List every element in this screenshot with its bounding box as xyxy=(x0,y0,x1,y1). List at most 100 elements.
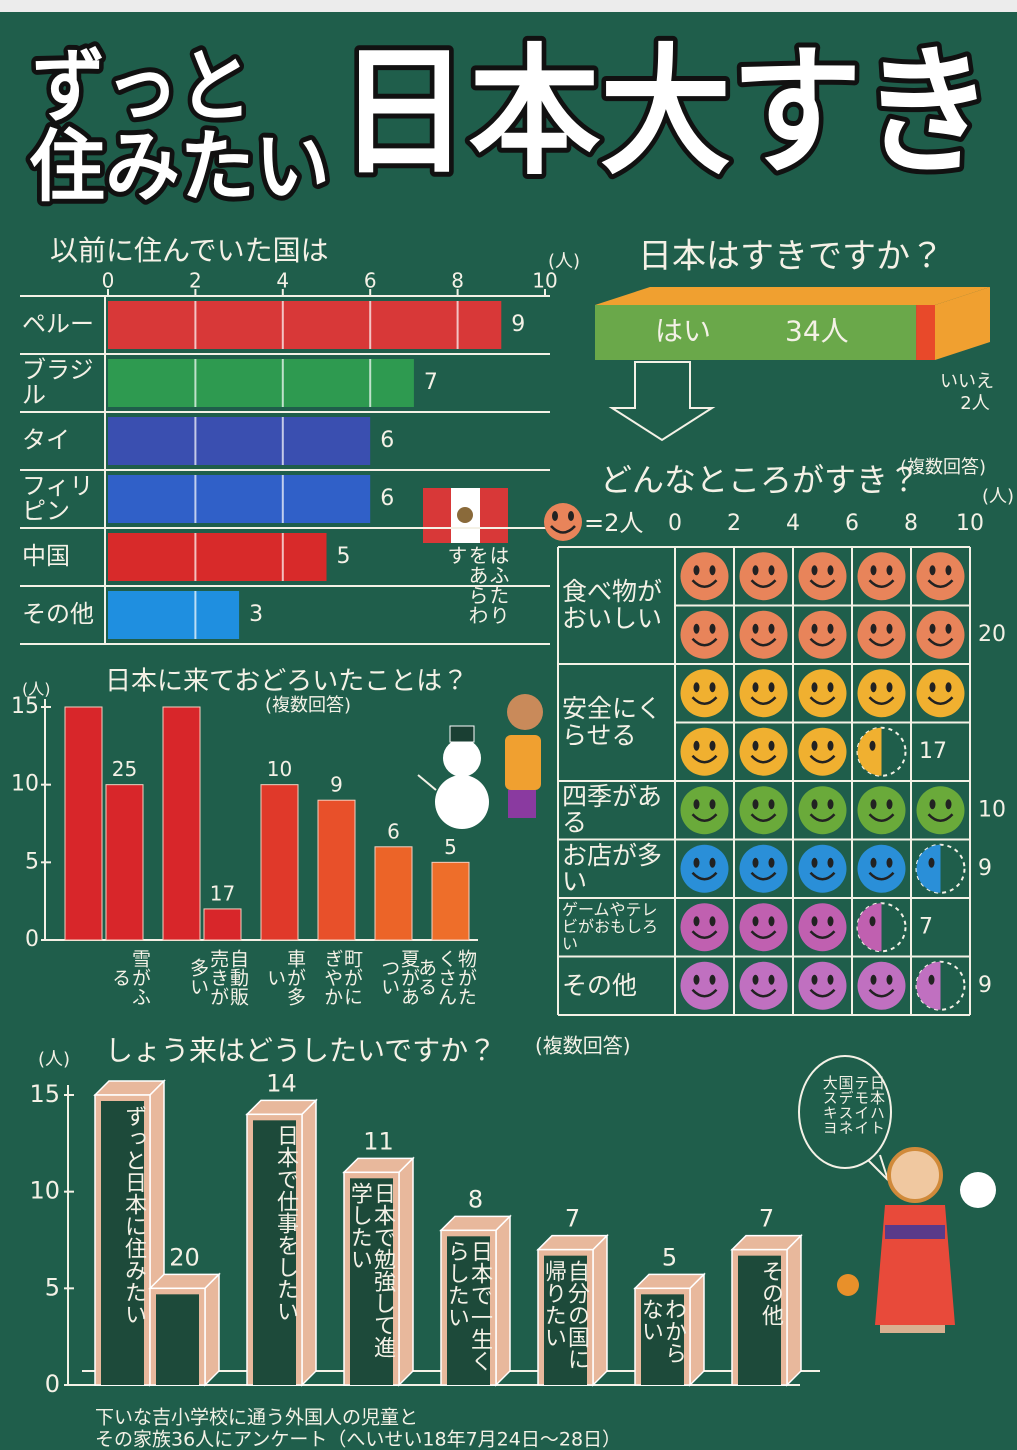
face-eye xyxy=(709,740,716,751)
arrow xyxy=(608,361,716,442)
face-eye xyxy=(693,974,700,985)
category-label: 車が多い xyxy=(264,948,306,1006)
value-label: 14 xyxy=(266,1069,297,1097)
face xyxy=(798,610,847,659)
face-smile xyxy=(691,813,718,822)
face-eye xyxy=(886,565,893,576)
girl-head xyxy=(887,1147,943,1203)
chart-title: 日本はすきですか？ xyxy=(638,237,944,277)
face xyxy=(680,844,729,893)
x-tick-label: 0 xyxy=(668,511,682,536)
face-smile xyxy=(927,637,954,647)
chart-subtitle: (複数回答) xyxy=(265,695,351,716)
face-smile xyxy=(809,813,836,822)
girl-head xyxy=(507,694,543,730)
face-smile xyxy=(809,988,836,998)
bar-inner xyxy=(350,1178,393,1385)
face xyxy=(857,669,906,718)
bar-inner xyxy=(253,1120,296,1385)
x-tick-label: 2 xyxy=(189,269,202,293)
x-tick-label: 0 xyxy=(102,269,115,293)
flag-emblem xyxy=(457,507,473,523)
face-eye xyxy=(827,565,834,576)
value-label: 17 xyxy=(210,881,235,905)
bar xyxy=(431,861,470,941)
face-eye xyxy=(929,565,936,576)
category-label: ブラジル xyxy=(22,355,94,409)
face-smile xyxy=(809,696,836,705)
legend-icon xyxy=(544,503,582,541)
face-eye xyxy=(752,799,759,810)
face-eye xyxy=(693,623,700,634)
category-label: その他 xyxy=(758,1259,783,1326)
category-label: 日本で一生くらしたい xyxy=(443,1240,492,1373)
category-label: 物がたくさんある xyxy=(415,948,477,1006)
category-label: 日本で仕事をしたい xyxy=(273,1124,298,1323)
face xyxy=(739,786,788,835)
face xyxy=(680,727,729,776)
face-eye xyxy=(752,682,759,693)
bar-side xyxy=(495,1214,511,1387)
face xyxy=(680,610,729,659)
snowman-hat xyxy=(449,725,475,743)
kimono xyxy=(875,1205,955,1325)
y-tick-label: 10 xyxy=(11,772,39,797)
face-eye xyxy=(870,799,877,810)
face-eye xyxy=(768,565,775,576)
category-label: 町がにぎやか xyxy=(321,948,363,1006)
face-eye xyxy=(768,799,775,810)
face-smile xyxy=(868,988,895,998)
flag-red xyxy=(423,488,451,543)
face-eye xyxy=(693,740,700,751)
value-label: 5 xyxy=(444,835,457,859)
bar xyxy=(108,359,414,407)
legend-label: =2人 xyxy=(584,509,643,537)
value-label: 7 xyxy=(424,370,438,395)
face-group xyxy=(680,902,907,953)
bar-side xyxy=(398,1156,414,1387)
face xyxy=(680,961,729,1010)
face xyxy=(798,844,847,893)
category-label: タイ xyxy=(22,426,70,455)
speech-text: 日本ハトテモイイ国デスネ大スキヨ xyxy=(820,1075,886,1135)
unit-label: (人) xyxy=(548,251,580,272)
x-tick-label: 4 xyxy=(786,511,800,536)
value-label: 20 xyxy=(169,1243,200,1271)
face-eye xyxy=(768,682,775,693)
face-eye xyxy=(827,623,834,634)
face xyxy=(798,727,847,776)
value-label: 9 xyxy=(978,973,992,998)
value-label: 5 xyxy=(662,1243,677,1271)
face-eye xyxy=(752,857,759,868)
face-eye xyxy=(945,682,952,693)
flag-icon xyxy=(423,488,508,543)
face-smile xyxy=(691,637,718,647)
value-label: 3 xyxy=(249,602,263,627)
kimono-girl xyxy=(837,1147,996,1333)
face-eye xyxy=(811,623,818,634)
face-eye xyxy=(870,857,877,868)
poster-art: ずっと 住みたい 日本大すき 下いな吉小学校に通う外国人の児童と その家族36人… xyxy=(11,27,1014,1450)
snowman-arm xyxy=(417,774,437,791)
geta xyxy=(880,1325,945,1333)
snowman-body xyxy=(435,775,489,829)
face-eye xyxy=(811,682,818,693)
value-label: 9 xyxy=(511,312,525,337)
face-smile xyxy=(691,930,718,939)
bar xyxy=(64,706,103,941)
value-label: 10 xyxy=(978,797,1006,822)
category-label: フィリピン xyxy=(22,471,94,525)
face-smile xyxy=(868,813,895,822)
value-label: 7 xyxy=(919,914,933,939)
title-main: 日本大すき xyxy=(338,32,993,195)
category-label: お店が多い xyxy=(562,840,663,896)
face-smile xyxy=(809,930,836,939)
value-label: 20 xyxy=(978,622,1006,647)
chart-title: しょう来はどうしたいですか？ xyxy=(105,1034,496,1067)
snowman-head xyxy=(443,739,481,777)
face-eye xyxy=(886,974,893,985)
bar xyxy=(203,908,242,941)
face xyxy=(916,552,965,601)
face xyxy=(798,552,847,601)
